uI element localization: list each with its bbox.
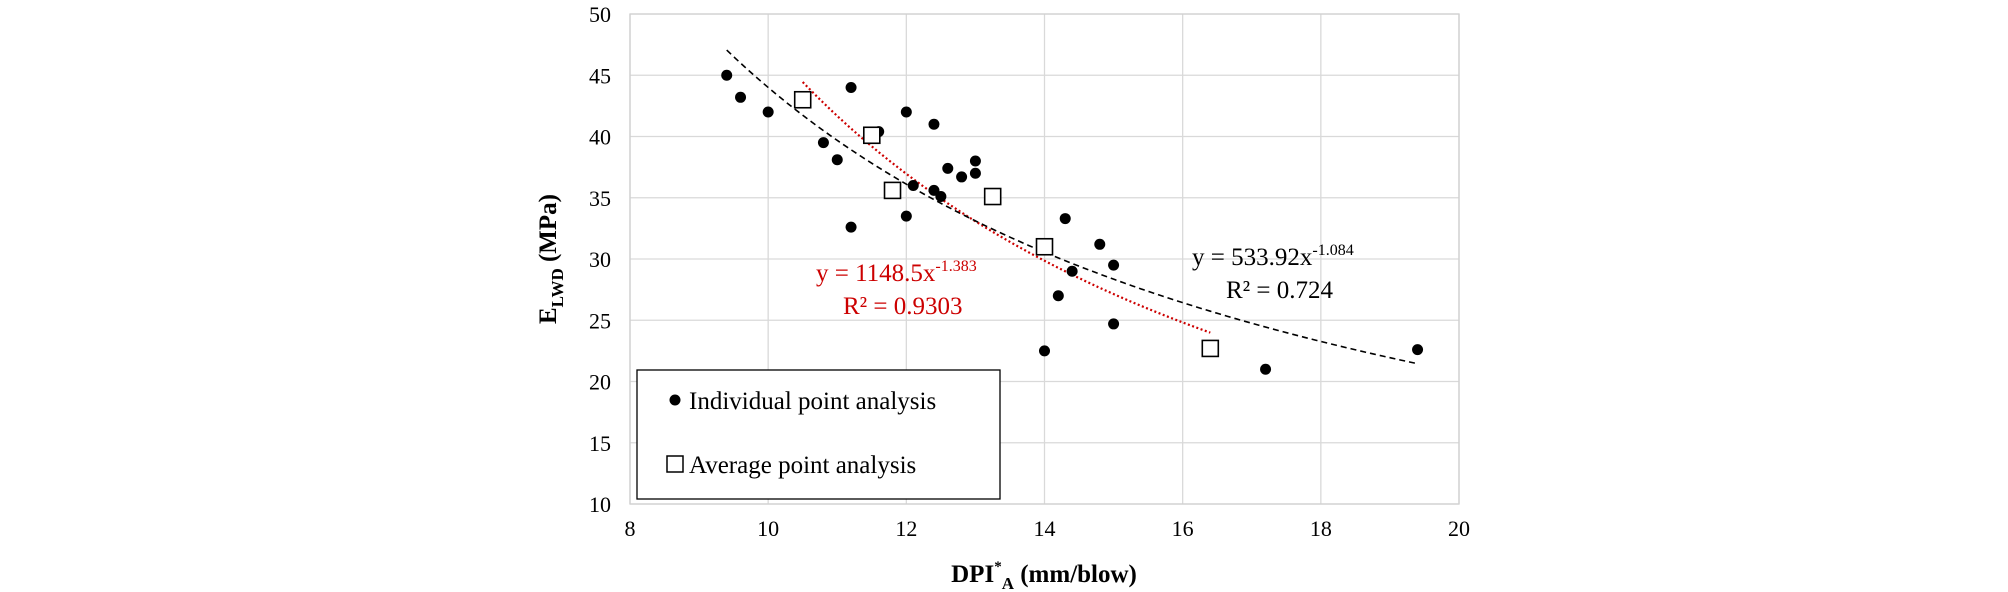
x-tick-label: 20	[1448, 516, 1470, 541]
individual-point	[1052, 290, 1064, 302]
individual-point	[900, 210, 912, 222]
y-tick-label: 40	[589, 125, 611, 150]
individual-point	[817, 137, 829, 149]
average-point	[793, 90, 812, 109]
legend-label-average: Average point analysis	[689, 452, 916, 479]
y-tick-label: 30	[589, 247, 611, 272]
x-tick-label: 16	[1172, 516, 1194, 541]
data-points	[721, 69, 1424, 375]
individual-point	[969, 167, 981, 179]
y-tick-label: 20	[589, 370, 611, 395]
x-tick-label: 18	[1310, 516, 1332, 541]
individual-point	[900, 106, 912, 118]
individual-point	[845, 221, 857, 233]
individual-point	[1094, 238, 1106, 250]
individual-point	[721, 69, 733, 81]
y-tick-label: 10	[589, 492, 611, 517]
x-tick-label: 14	[1034, 516, 1056, 541]
trendline-equation-average: y = 1148.5x-1.383	[816, 258, 977, 287]
trendlines	[726, 49, 1418, 365]
average-point	[1201, 339, 1220, 358]
individual-point	[1066, 265, 1078, 277]
x-tick-label: 8	[625, 516, 636, 541]
average-point	[1035, 237, 1054, 256]
x-tick-label: 10	[757, 516, 779, 541]
y-tick-label: 50	[589, 2, 611, 27]
average-point	[983, 187, 1002, 206]
individual-point	[831, 154, 843, 166]
individual-point	[1108, 259, 1120, 271]
individual-point	[935, 191, 947, 203]
trendline-1	[726, 49, 1418, 365]
individual-point	[928, 118, 940, 130]
individual-point	[1039, 345, 1050, 357]
x-tick-labels: 8 10 12 14 16 18 20	[625, 516, 1471, 541]
x-tick-label: 12	[895, 516, 917, 541]
individual-point	[762, 106, 774, 118]
individual-point	[907, 180, 919, 191]
trendline-0	[801, 81, 1211, 334]
legend-marker-individual	[669, 394, 681, 406]
legend-marker-average	[666, 455, 684, 473]
grid	[629, 13, 1460, 505]
individual-point	[1412, 344, 1424, 356]
trendline-equation-individual: y = 533.92x-1.084	[1192, 242, 1354, 271]
individual-point	[942, 162, 954, 174]
individual-point	[735, 91, 747, 103]
y-axis-title: ELWD (MPa)	[535, 194, 567, 324]
individual-point	[1059, 213, 1071, 225]
trendline-r2-individual: R² = 0.724	[1226, 277, 1334, 304]
y-tick-label: 25	[589, 308, 611, 333]
legend-box	[636, 369, 1001, 500]
y-tick-label: 35	[589, 186, 611, 211]
average-point	[883, 181, 902, 200]
plot-area	[629, 13, 1460, 505]
individual-point	[1260, 363, 1272, 375]
individual-point	[956, 171, 968, 183]
legend: Individual point analysis Average point …	[636, 369, 1001, 500]
legend-label-individual: Individual point analysis	[689, 388, 936, 415]
x-axis-title: DPI*A (mm/blow)	[951, 559, 1137, 592]
average-point	[862, 126, 881, 145]
y-tick-label: 45	[589, 63, 611, 88]
trendline-r2-average: R² = 0.9303	[843, 293, 963, 320]
y-tick-labels: 10 15 20 25 30 35 40 45 50	[589, 2, 611, 517]
y-tick-label: 15	[589, 431, 611, 456]
individual-point	[845, 82, 857, 93]
individual-point	[969, 155, 981, 167]
individual-point	[1108, 318, 1120, 330]
